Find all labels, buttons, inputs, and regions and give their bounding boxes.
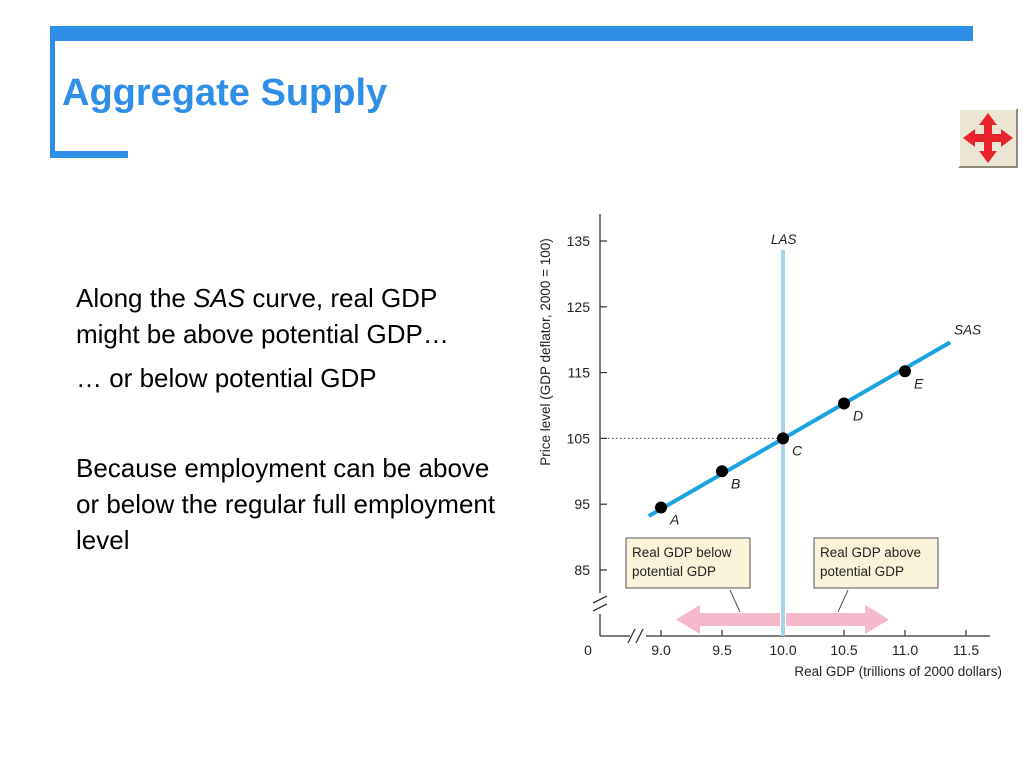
four-way-arrows-icon [963, 113, 1013, 163]
right-arrow-head [865, 605, 889, 634]
x-axis-break-mark [627, 628, 636, 644]
point-label-c: C [792, 442, 803, 458]
point-c [777, 432, 789, 445]
slide-body-text: Along the SAS curve, real GDP might be a… [76, 280, 496, 558]
annotation-text: Real GDP above [820, 545, 921, 560]
x-tick-label: 11.5 [953, 642, 979, 658]
x-axis-break-mark [635, 628, 644, 644]
aggregate-supply-chart: 85 95 105 115 125 135 9.0 9.5 10.0 10.5 11.0 11.5 0 R… [538, 214, 1002, 679]
point-label-a: A [669, 511, 679, 527]
y-axis-break-mark [592, 595, 608, 604]
left-arrow-shaft [698, 613, 780, 626]
sas-label: SAS [954, 322, 981, 337]
x-tick-label: 9.5 [712, 642, 732, 658]
y-tick-label: 95 [574, 496, 590, 512]
point-label-b: B [731, 475, 740, 491]
point-label-e: E [914, 375, 924, 391]
annotation-leader [729, 589, 741, 613]
x-tick-label: 10.0 [769, 642, 796, 658]
las-label: LAS [771, 232, 797, 247]
y-tick-label: 85 [574, 562, 590, 578]
navigation-button[interactable] [958, 108, 1018, 168]
y-tick-label: 105 [567, 430, 591, 446]
p1-text-before: Along the [76, 283, 194, 313]
point-a [655, 501, 667, 514]
point-d [838, 397, 850, 410]
paragraph-sas-above: Along the SAS curve, real GDP might be a… [76, 280, 496, 352]
p1-sas-term: SAS [193, 283, 246, 313]
p1-text-after: curve, real GDP might be above potential… [76, 283, 449, 349]
y-tick-label: 135 [567, 233, 591, 249]
bottom-accent-bar [50, 151, 128, 158]
x-tick-label: 11.0 [892, 642, 918, 658]
point-label-d: D [853, 408, 863, 424]
y-axis-break-mark [592, 603, 608, 612]
y-tick-label: 125 [567, 299, 591, 315]
y-axis-label: Price level (GDP deflator, 2000 = 100) [538, 238, 553, 466]
paragraph-employment: Because employment can be above or below… [76, 453, 496, 555]
annotation-text: potential GDP [820, 564, 904, 579]
y-tick-label: 115 [568, 365, 591, 381]
left-arrow-head [676, 605, 700, 634]
x-origin-label: 0 [584, 642, 592, 658]
top-accent-bar [50, 26, 973, 41]
slide-title: Aggregate Supply [62, 72, 388, 114]
annotation-box-above [813, 537, 939, 589]
x-tick-label: 9.0 [651, 642, 671, 658]
point-b [716, 465, 728, 478]
left-accent-bar [50, 26, 55, 158]
point-e [899, 365, 911, 378]
annotation-text: potential GDP [632, 564, 716, 579]
x-axis-label: Real GDP (trillions of 2000 dollars) [794, 664, 1002, 679]
paragraph-below: … or below potential GDP [76, 363, 377, 393]
right-arrow-shaft [786, 613, 868, 626]
x-tick-label: 10.5 [830, 642, 857, 658]
annotation-box-below [625, 537, 751, 589]
annotation-leader [837, 589, 849, 613]
annotation-text: Real GDP below [632, 545, 732, 560]
